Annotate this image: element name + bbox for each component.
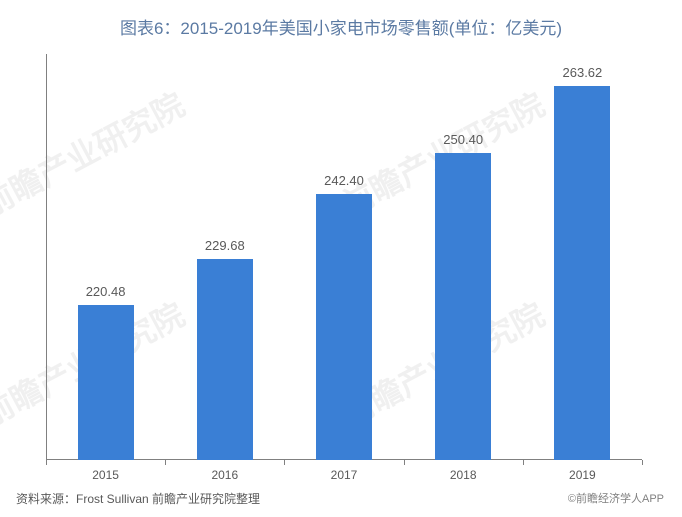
x-tick-mark	[46, 460, 47, 465]
x-axis-label: 2017	[304, 468, 384, 482]
x-tick-mark	[642, 460, 643, 465]
bar	[78, 305, 134, 460]
source-text: 资料来源：Frost Sullivan 前瞻产业研究院整理	[16, 490, 260, 507]
x-axis-label: 2016	[185, 468, 265, 482]
bar	[316, 194, 372, 460]
x-axis-label: 2015	[66, 468, 146, 482]
bar-value-label: 220.48	[56, 284, 156, 299]
bar	[554, 86, 610, 460]
y-axis-line	[46, 54, 47, 460]
credit-text: ©前瞻经济学人APP	[568, 490, 664, 506]
x-axis-label: 2019	[542, 468, 622, 482]
bar-value-label: 263.62	[532, 65, 632, 80]
bar	[197, 259, 253, 460]
bar-value-label: 242.40	[294, 173, 394, 188]
chart-plot-area: 220.48229.68242.40250.40263.62 201520162…	[46, 54, 642, 460]
x-tick-mark	[165, 460, 166, 465]
x-tick-mark	[523, 460, 524, 465]
bar	[435, 153, 491, 460]
chart-title: 图表6：2015-2019年美国小家电市场零售额(单位：亿美元)	[0, 14, 682, 39]
x-tick-mark	[284, 460, 285, 465]
bar-value-label: 229.68	[175, 238, 275, 253]
x-axis-label: 2018	[423, 468, 503, 482]
x-tick-mark	[404, 460, 405, 465]
bar-value-label: 250.40	[413, 132, 513, 147]
